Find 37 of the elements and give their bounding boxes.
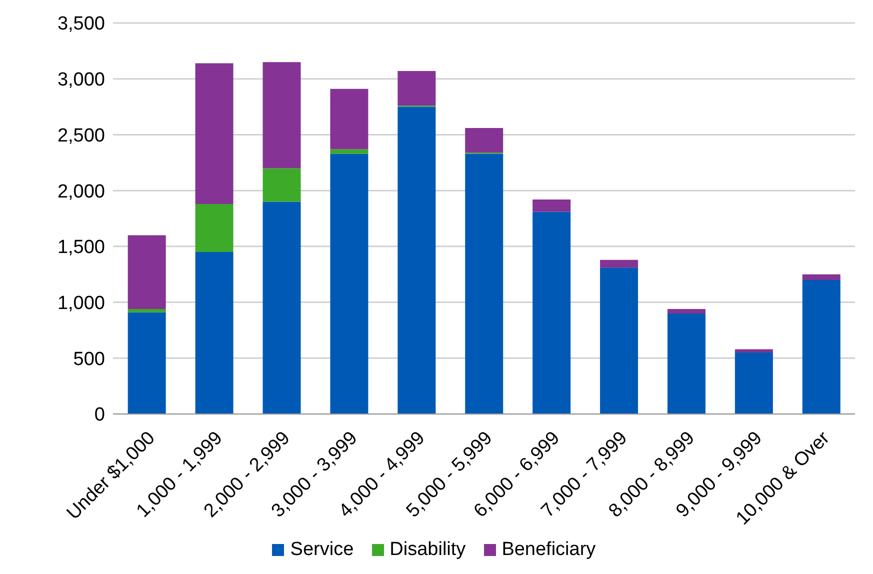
legend-label: Service <box>289 539 354 561</box>
bar <box>262 62 301 168</box>
bar <box>802 274 840 280</box>
bar <box>600 268 638 414</box>
bar <box>734 352 773 414</box>
y-tick-label: 3,500 <box>57 14 105 35</box>
bar <box>532 212 571 414</box>
bar <box>128 312 166 414</box>
bar <box>802 280 840 414</box>
bar <box>398 106 436 414</box>
bar <box>128 235 166 309</box>
bar <box>195 252 234 414</box>
legend-label: Beneficiary <box>500 539 596 561</box>
bar <box>532 200 571 212</box>
bar <box>398 71 436 106</box>
y-tick-label: 3,000 <box>57 70 105 91</box>
bar <box>262 168 301 202</box>
bar <box>330 154 368 414</box>
bar <box>667 308 706 314</box>
y-tick-label: 1,000 <box>57 293 105 314</box>
bar <box>195 63 234 204</box>
y-tick-label: 0 <box>94 404 105 426</box>
y-tick-label: 1,500 <box>57 237 105 258</box>
bar <box>667 313 706 414</box>
bar <box>465 154 504 414</box>
bar <box>600 260 638 268</box>
bar <box>330 149 368 154</box>
bar <box>330 88 368 150</box>
bar <box>465 128 504 153</box>
y-tick-label: 2,000 <box>57 181 105 202</box>
bar <box>734 349 773 353</box>
bar <box>128 308 166 312</box>
bar <box>195 204 234 252</box>
legend-label: Disability <box>388 539 466 561</box>
y-tick-label: 2,500 <box>57 125 105 146</box>
y-tick-label: 500 <box>73 348 105 370</box>
bar <box>262 202 301 414</box>
